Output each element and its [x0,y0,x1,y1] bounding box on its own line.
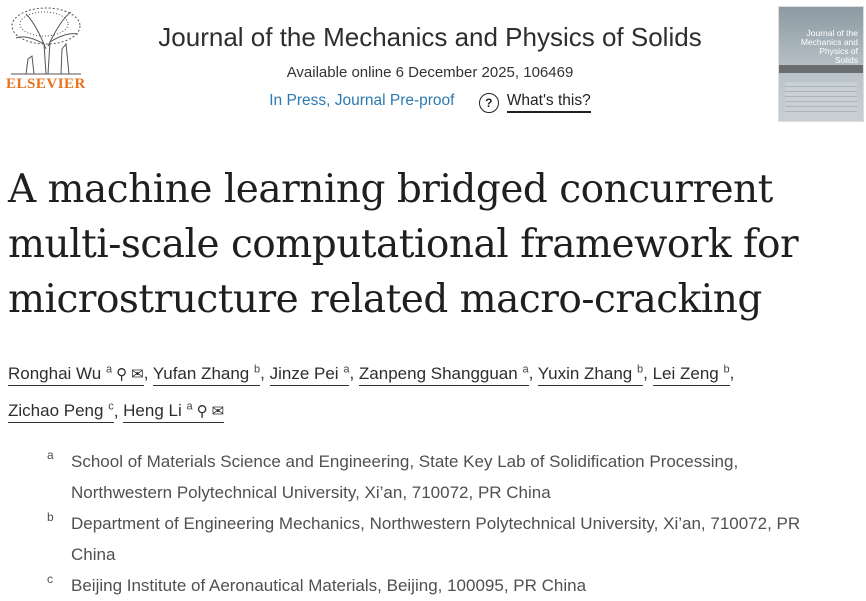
affiliation-item: c Beijing Institute of Aeronautical Mater… [0,570,841,601]
in-press-status: In Press, Journal Pre-proof [269,92,455,109]
affiliation-item: b Department of Engineering Mechanics, No… [0,508,841,570]
author-name: Zichao Peng [8,401,104,421]
affiliation-text: School of Materials Science and Engineer… [71,452,739,502]
question-circle-icon[interactable]: ? [478,93,499,113]
affiliation-marker: a [522,363,529,375]
author-name: Yuxin Zhang [537,363,633,383]
article-status: In Press, Journal Pre-proof ? What's this… [110,92,750,113]
affiliation-label: a [47,448,54,462]
author-list: Ronghai Wu a ⚲ ✉, Yufan Zhang b, Jinze Pei… [8,353,863,428]
affiliation-marker: b [723,363,730,375]
cover-title: Journal of the Mechanics and Physics of … [800,28,858,65]
separator: , [528,363,534,383]
affiliation-marker: a [186,400,193,413]
affiliation-marker: a [105,363,113,375]
elsevier-tree-icon [11,7,81,75]
separator: , [260,363,265,383]
separator: , [349,363,355,383]
author-link[interactable]: Ronghai Wu a ⚲ ✉ [8,363,144,386]
author-link[interactable]: Zanpeng Shangguan a [358,363,529,386]
separator: , [143,363,149,383]
affiliation-text: Beijing Institute of Aeronautical Materi… [71,576,587,595]
journal-title[interactable]: Journal of the Mechanics and Physics of … [158,22,702,52]
author-link[interactable]: Yufan Zhang b [152,363,261,386]
author-link[interactable]: Yuxin Zhang b [537,363,644,386]
author-name: Ronghai Wu [8,363,102,383]
affiliation-marker: a [343,363,350,375]
author-name: Lei Zeng [652,363,719,383]
author-link[interactable]: Lei Zeng b [652,363,730,386]
affiliations: a School of Materials Science and Enginee… [0,446,866,601]
author-name: Heng Li [123,401,182,421]
author-name: Jinze Pei [269,363,339,383]
affiliation-label: c [47,572,53,586]
affiliation-marker: b [254,363,261,375]
affiliation-marker: c [108,400,114,413]
person-icon: ⚲ [116,365,128,383]
author-link[interactable]: Zichao Peng c [8,400,114,424]
available-online: Available online 6 December 2025, 106469 [286,64,574,81]
separator: , [113,401,119,421]
separator: , [729,363,735,383]
author-name: Zanpeng Shangguan [358,363,518,383]
email-icon: ✉ [211,403,225,421]
affiliation-label: b [47,510,54,524]
article-title: A machine learning bridged concurrent mu… [8,167,799,322]
author-name: Yufan Zhang [152,363,250,383]
author-link[interactable]: Heng Li a ⚲ ✉ [123,400,225,424]
elsevier-logo[interactable] [6,4,86,94]
elsevier-wordmark: ELSEVIER [6,76,86,92]
cover-contents [785,82,857,115]
journal-cover-thumbnail[interactable]: Journal of the Mechanics and Physics of … [778,6,864,122]
whats-this-link[interactable]: What's this? [506,92,591,113]
author-link[interactable]: Jinze Pei a [269,363,350,386]
affiliation-text: Department of Engineering Mechanics, Nor… [71,514,801,564]
affiliation-item: a School of Materials Science and Enginee… [0,446,841,508]
affiliation-marker: b [636,363,644,375]
separator: , [643,363,648,383]
person-icon: ⚲ [196,403,208,421]
email-icon: ✉ [131,365,144,383]
cover-band [779,65,863,73]
